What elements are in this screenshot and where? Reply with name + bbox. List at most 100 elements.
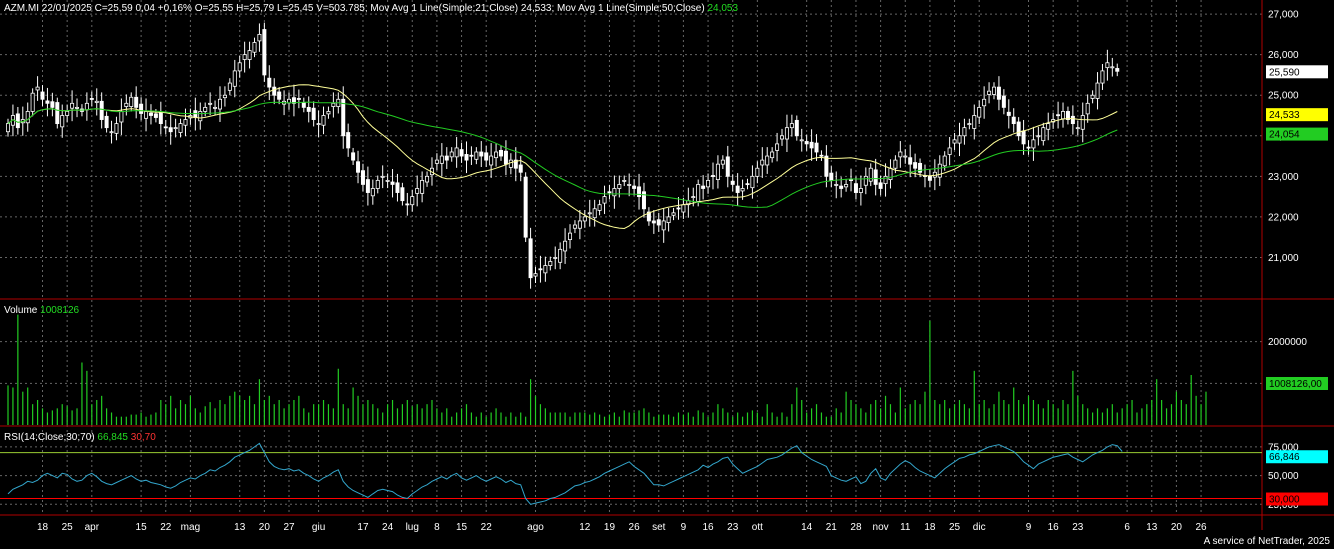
volume-bar [1195, 395, 1197, 425]
volume-bar [875, 400, 877, 425]
candle-body [6, 123, 11, 133]
candle-body [720, 159, 725, 165]
volume-bar [958, 400, 961, 425]
candle-body [548, 261, 553, 266]
candle-body [489, 155, 494, 166]
volume-bar [1131, 400, 1133, 425]
candle-body [913, 162, 918, 169]
candle-body [987, 90, 992, 95]
candle-body [780, 135, 785, 140]
candle-body [70, 102, 75, 109]
volume-bar [91, 404, 93, 425]
candle-body [1056, 114, 1061, 117]
volume-bar [860, 408, 862, 425]
volume-bar [623, 410, 625, 425]
volume-bar [1116, 412, 1118, 425]
candle-body [1016, 121, 1021, 137]
candle-body [809, 141, 814, 149]
volume-bar [436, 408, 438, 425]
volume-bar [894, 412, 896, 425]
volume-bar [401, 404, 403, 425]
volume-bar [880, 408, 882, 425]
volume-label: Volume [4, 305, 38, 316]
volume-bar [1141, 408, 1143, 425]
volume-bar [608, 414, 611, 425]
candle-body [1085, 102, 1090, 115]
candle-body [55, 102, 60, 125]
volume-bar [717, 404, 719, 425]
volume-bar [539, 404, 542, 425]
volume-bar [761, 416, 763, 425]
date-label: 22/01/2025 [41, 3, 92, 14]
volume-bar [505, 416, 507, 425]
volume-bar [756, 412, 758, 425]
candle-body [1036, 135, 1041, 138]
candle-body [356, 161, 361, 173]
candle-body [469, 154, 474, 157]
candle-body [937, 163, 942, 178]
candle-body [217, 98, 222, 110]
candle-body [543, 265, 548, 274]
volume-bar [953, 404, 956, 425]
x-tick-label: 17 [357, 522, 369, 533]
x-tick-label: 26 [1195, 522, 1207, 533]
candle-body [671, 212, 676, 216]
volume-bar [618, 416, 620, 425]
candle-body [395, 182, 400, 193]
volume-bar [594, 412, 596, 425]
candle-body [967, 123, 972, 126]
candle-body [696, 184, 701, 202]
candle-body [158, 112, 163, 125]
candle-body [163, 126, 168, 129]
volume-bar [1027, 395, 1030, 425]
candle-body [75, 106, 80, 109]
candle-body [646, 211, 651, 222]
candle-body [730, 180, 735, 185]
volume-bar [988, 408, 990, 425]
candle-body [444, 155, 449, 161]
candle-body [908, 157, 913, 165]
candle-body [582, 216, 587, 222]
volume-bar [357, 395, 359, 425]
candle-body [1105, 62, 1110, 69]
volume-bar [658, 414, 660, 425]
volume-bar [968, 408, 970, 425]
rsi-value: 66,845 [97, 432, 128, 443]
candle-body [691, 196, 696, 199]
candle-body [370, 188, 375, 197]
volume-bar [825, 416, 827, 425]
candle-body [144, 111, 149, 119]
volume-bar [1003, 400, 1005, 425]
x-tick-label: 23 [1072, 522, 1084, 533]
volume-bar [1190, 375, 1192, 425]
volume-bar [677, 412, 680, 425]
candle-body [538, 268, 543, 271]
price-value-last-box [1266, 65, 1328, 79]
volume-bar [766, 404, 768, 425]
candle-body [661, 220, 666, 231]
volume-bar [110, 412, 113, 425]
candle-body [84, 102, 89, 111]
volume-bar [815, 404, 818, 425]
volume-bar [751, 410, 754, 425]
volume-bar [1126, 404, 1128, 425]
volume-bar [973, 370, 975, 425]
volume-value-label-box [1266, 376, 1328, 390]
volume-bar [712, 412, 714, 425]
volume-bar [189, 395, 192, 425]
candle-body [873, 169, 878, 185]
price-tick-label: 23,000 [1268, 172, 1299, 183]
volume-bar [17, 314, 19, 425]
candle-body [503, 150, 508, 165]
volume-bar [1200, 404, 1202, 425]
volume-bar [120, 416, 122, 425]
candle-body [168, 127, 173, 133]
volume-bar [584, 412, 586, 425]
x-tick-label: nov [873, 522, 889, 533]
volume-bar [288, 404, 290, 425]
candle-body [853, 183, 858, 193]
candle-body [893, 159, 898, 169]
volume-bar [727, 412, 729, 425]
volume-bar [411, 406, 413, 425]
volume-bar [963, 404, 966, 425]
